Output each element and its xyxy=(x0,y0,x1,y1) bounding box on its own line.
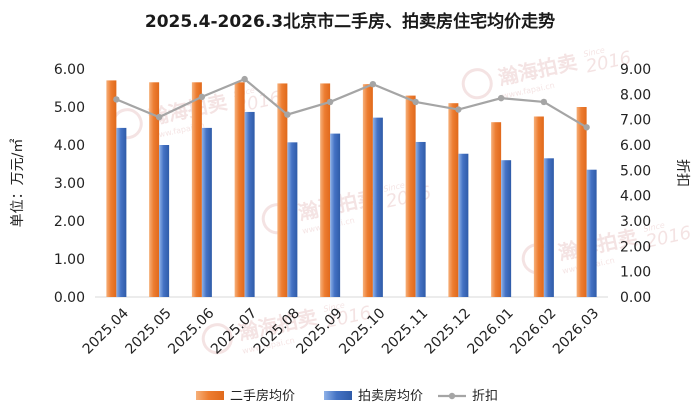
right-tick-label: 0.00 xyxy=(620,290,651,306)
bar-secondhand-price xyxy=(576,107,587,297)
legend-swatch-secondhand xyxy=(196,391,224,400)
right-tick-label: 7.00 xyxy=(620,113,651,129)
bar-auction-price xyxy=(287,142,298,297)
watermark-logo-icon xyxy=(201,323,233,355)
legend-marker-discount xyxy=(448,392,456,400)
left-tick-label: 0.00 xyxy=(54,290,85,306)
legend-label-auction: 拍卖房均价 xyxy=(358,388,423,404)
point-discount xyxy=(284,111,291,118)
right-tick-label: 8.00 xyxy=(620,87,651,103)
right-axis-label: 折扣 xyxy=(674,159,690,187)
left-tick-label: 4.00 xyxy=(54,138,85,154)
bar-secondhand-price xyxy=(362,84,373,297)
bar-secondhand-price xyxy=(533,116,544,297)
bar-auction-price xyxy=(330,133,341,297)
left-tick-label: 2.00 xyxy=(54,214,85,230)
point-discount xyxy=(497,94,505,102)
watermark-since: Since xyxy=(583,46,606,59)
point-discount xyxy=(241,75,248,83)
left-tick-label: 5.00 xyxy=(54,100,85,116)
bar-secondhand-price xyxy=(405,95,416,297)
bar-auction-price xyxy=(501,160,512,297)
x-tick-label: 2025.04 xyxy=(80,305,132,357)
bar-secondhand-price xyxy=(149,82,160,297)
bar-secondhand-price xyxy=(277,83,288,297)
watermark-logo-icon xyxy=(461,68,493,100)
right-tick-label: 1.00 xyxy=(620,265,651,281)
x-tick-label: 2026.01 xyxy=(464,305,516,357)
left-tick-label: 3.00 xyxy=(54,176,85,192)
watermark-since: Since xyxy=(643,221,666,234)
point-discount xyxy=(455,106,462,113)
x-tick-label: 2025.12 xyxy=(422,305,474,357)
point-discount xyxy=(198,93,206,101)
right-tick-label: 2.00 xyxy=(620,239,651,255)
bar-auction-price xyxy=(458,153,469,297)
point-discount xyxy=(412,98,419,106)
bar-auction-price xyxy=(415,141,426,297)
right-tick-label: 6.00 xyxy=(620,138,651,154)
bar-auction-price xyxy=(116,127,127,298)
legend-label-secondhand: 二手房均价 xyxy=(230,388,295,404)
x-tick-label: 2025.05 xyxy=(122,305,174,357)
right-tick-label: 3.00 xyxy=(620,214,651,230)
bar-auction-price xyxy=(201,127,212,298)
bar-secondhand-price xyxy=(320,83,331,297)
x-tick-label: 2026.03 xyxy=(550,305,602,357)
line-discount xyxy=(115,77,588,129)
bar-secondhand-price xyxy=(448,103,459,297)
point-discount xyxy=(369,81,377,88)
bar-secondhand-price xyxy=(106,80,117,298)
legend-swatch-auction xyxy=(324,391,352,400)
bar-secondhand-price xyxy=(191,82,202,297)
legend-label-discount: 折扣 xyxy=(472,389,498,404)
right-tick-label: 9.00 xyxy=(620,62,651,78)
point-discount xyxy=(540,98,548,106)
x-tick-label: 2026.02 xyxy=(507,305,559,357)
point-discount xyxy=(326,98,334,106)
watermark-since: Since xyxy=(323,301,346,314)
bar-secondhand-price xyxy=(234,82,245,297)
left-tick-label: 6.00 xyxy=(54,62,85,78)
point-discount xyxy=(155,113,163,121)
watermark-since: Since xyxy=(383,181,406,194)
bar-auction-price xyxy=(372,117,383,297)
bar-secondhand-price xyxy=(491,122,502,297)
left-tick-label: 1.00 xyxy=(54,252,85,268)
bar-auction-price xyxy=(543,158,554,297)
right-tick-label: 4.00 xyxy=(620,189,651,205)
point-discount xyxy=(583,124,590,131)
bar-auction-price xyxy=(159,145,170,297)
bar-auction-price xyxy=(586,169,597,297)
point-discount xyxy=(113,96,120,103)
bar-auction-price xyxy=(244,111,255,297)
right-tick-label: 5.00 xyxy=(620,163,651,179)
chart-title: 2025.4-2026.3北京市二手房、拍卖房住宅均价走势 xyxy=(145,11,555,32)
x-tick-label: 2025.11 xyxy=(379,305,431,357)
left-axis-label: 单位：万元/㎡ xyxy=(10,139,26,228)
